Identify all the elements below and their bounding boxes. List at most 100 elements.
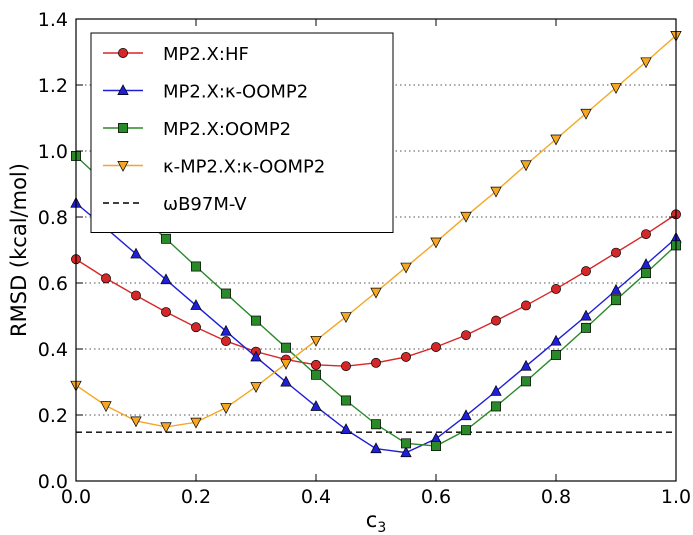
x-tick-label: 0.0 [61, 486, 91, 508]
data-point [190, 417, 202, 429]
data-point [461, 330, 471, 341]
data-point [280, 359, 292, 370]
legend-label: κ-MP2.X:κ-OOMP2 [163, 157, 325, 178]
y-tick-label: 1.0 [38, 141, 68, 163]
x-tick-label: 0.4 [301, 486, 331, 508]
data-point [610, 83, 622, 94]
data-point [100, 401, 112, 413]
data-point [640, 258, 652, 269]
data-point [581, 322, 591, 333]
data-point [161, 233, 171, 244]
data-point [371, 419, 381, 430]
legend-entry-4: ωB97M-V [103, 194, 247, 215]
data-point [521, 300, 531, 311]
legend-label: MP2.X:OOMP2 [163, 119, 291, 140]
data-point [161, 307, 171, 317]
legend-entry-3: κ-MP2.X:κ-OOMP2 [103, 157, 325, 178]
data-point [520, 359, 532, 371]
data-point [191, 261, 201, 272]
legend-label: MP2.X:HF [163, 44, 249, 65]
legend-entry-1: MP2.X:κ-OOMP2 [103, 82, 308, 103]
data-point [580, 108, 592, 120]
series-layer [70, 31, 682, 458]
x-tick-label: 0.8 [541, 486, 571, 508]
legend-entry-2: MP2.X:OOMP2 [103, 119, 291, 140]
data-point [490, 384, 502, 396]
data-point [341, 395, 351, 406]
data-point [130, 247, 142, 259]
data-point [550, 134, 562, 146]
data-point [130, 416, 142, 428]
data-point [101, 273, 111, 284]
data-point [341, 361, 351, 372]
data-point [520, 160, 532, 172]
data-point [281, 342, 291, 353]
data-point [550, 334, 562, 346]
data-point [311, 369, 321, 380]
data-point [431, 342, 441, 352]
data-point [460, 211, 472, 223]
data-point [491, 315, 501, 326]
data-point [221, 288, 231, 299]
data-point [370, 442, 382, 454]
data-point [401, 351, 411, 362]
data-point [430, 237, 442, 249]
data-point [461, 425, 471, 436]
data-point [641, 268, 651, 279]
data-point [370, 287, 382, 299]
data-point [580, 309, 592, 321]
data-point [250, 382, 262, 393]
data-point [191, 322, 201, 333]
data-point [340, 423, 352, 434]
data-point [311, 359, 321, 370]
y-tick-label: 0.6 [38, 273, 68, 295]
legend-marker [118, 123, 128, 133]
data-point [310, 400, 322, 411]
data-point [401, 438, 411, 449]
data-point [220, 324, 232, 336]
data-point [131, 290, 141, 301]
series-0 [71, 209, 681, 372]
y-tick-label: 0.8 [38, 207, 68, 229]
data-point [400, 262, 412, 274]
x-axis-label-main: c [366, 508, 378, 532]
data-point [581, 266, 591, 277]
data-point [190, 299, 202, 310]
data-point [610, 283, 622, 295]
data-point [551, 349, 561, 360]
data-point [431, 441, 441, 451]
data-point [160, 422, 172, 434]
x-axis-label: c3 [366, 508, 386, 535]
legend-label: MP2.X:κ-OOMP2 [163, 82, 308, 103]
data-point [521, 376, 531, 387]
data-point [460, 409, 472, 421]
data-point [551, 283, 561, 294]
legend-marker [117, 161, 129, 172]
legend-label: ωB97M-V [163, 194, 247, 215]
y-tick-label: 0.4 [38, 339, 68, 361]
series-2 [71, 151, 681, 451]
data-point [640, 57, 652, 69]
data-point [160, 273, 172, 285]
x-tick-label: 0.2 [181, 486, 211, 508]
x-axis-label-subscript: 3 [377, 520, 386, 535]
data-point [251, 315, 261, 326]
data-point [371, 357, 381, 368]
data-point [611, 247, 621, 258]
x-tick-label: 0.6 [421, 486, 451, 508]
legend-marker [118, 48, 128, 58]
data-point [250, 350, 262, 362]
legend-box [90, 32, 394, 233]
data-point [280, 375, 292, 387]
data-point [400, 446, 412, 458]
data-point [221, 336, 231, 347]
axis-ticks: 0.0 0.2 0.4 0.6 0.8 1.0 0.0 0.2 0.4 0.6 0.8 1.0 1.2 1… [38, 9, 691, 508]
x-tick-label: 1.0 [661, 486, 691, 508]
y-axis-label: RMSD (kcal/mol) [7, 163, 31, 337]
data-point [611, 295, 621, 306]
y-tick-label: 1.4 [38, 9, 68, 31]
data-point [310, 335, 322, 347]
legend-entry-0: MP2.X:HF [103, 44, 249, 65]
data-point [490, 186, 502, 198]
